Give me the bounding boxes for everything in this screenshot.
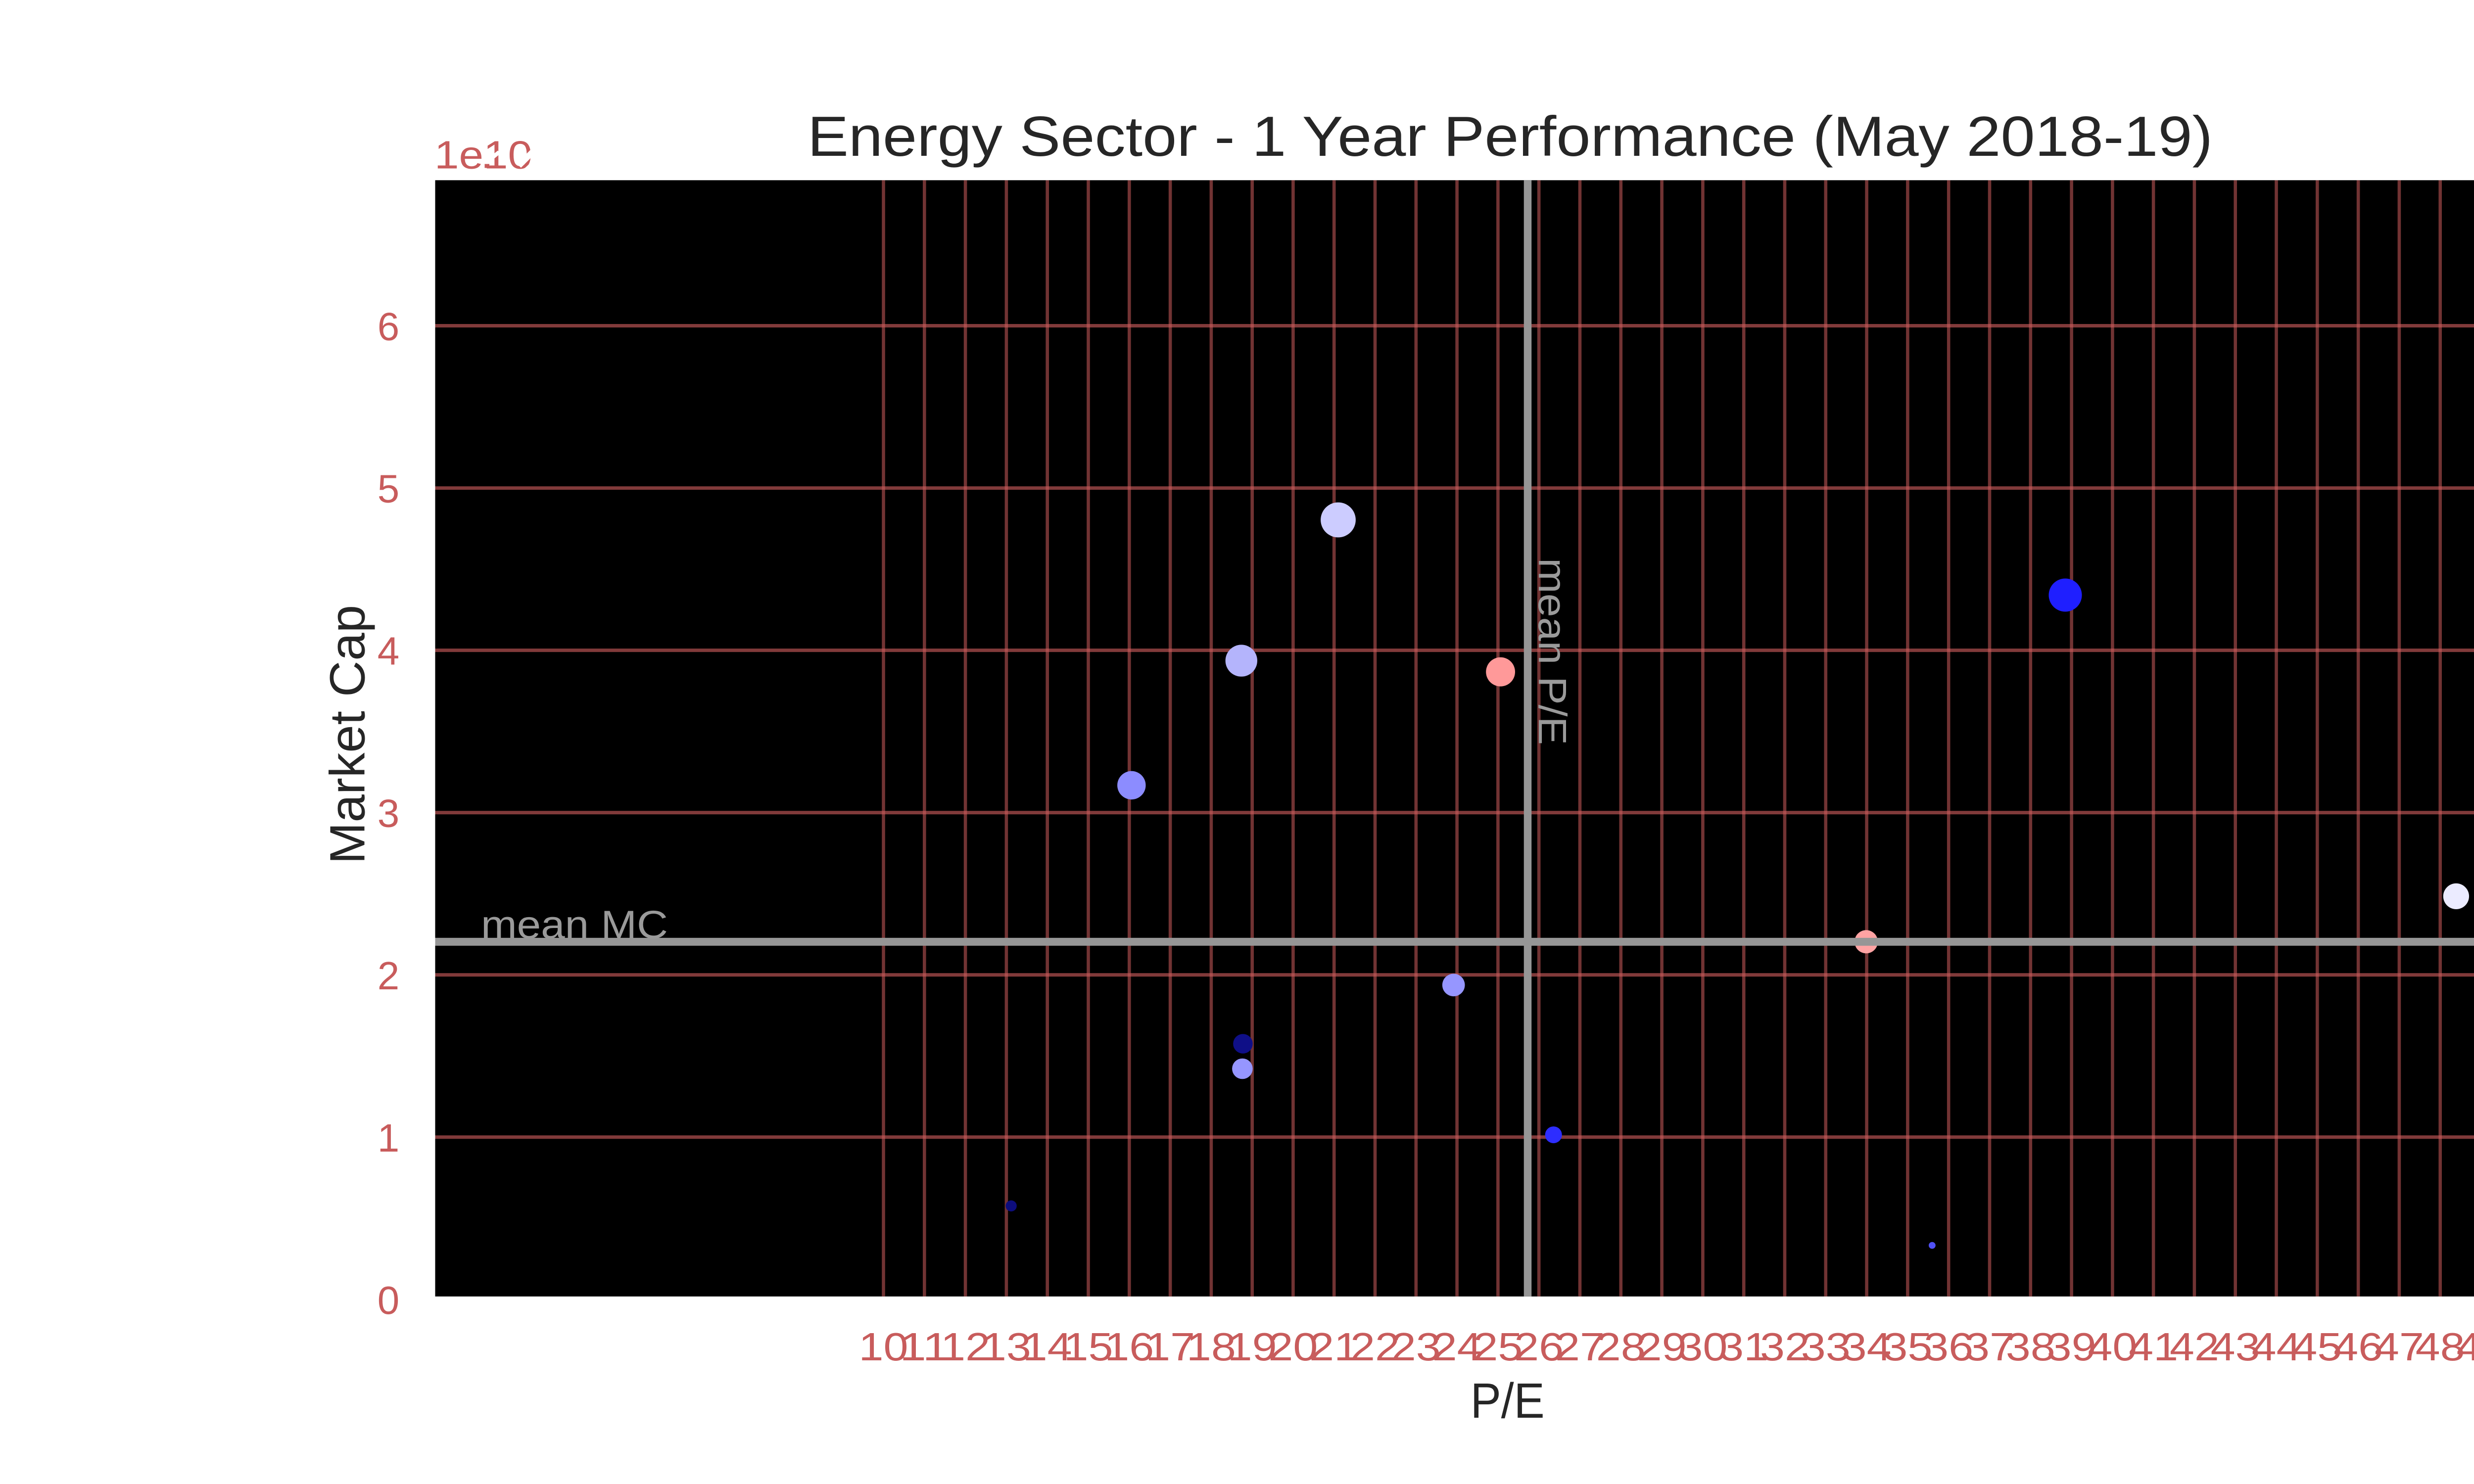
svg-text:31: 31 [1719,1325,1768,1369]
svg-text:6: 6 [378,305,400,349]
svg-text:mean P/E: mean P/E [1530,558,1574,745]
svg-text:25: 25 [1473,1325,1522,1369]
svg-text:26: 26 [1514,1325,1564,1369]
svg-text:10: 10 [859,1325,908,1369]
svg-text:12: 12 [941,1325,990,1369]
svg-text:3: 3 [378,791,400,835]
svg-text:46: 46 [2333,1325,2383,1369]
svg-text:1e10: 1e10 [434,133,532,177]
svg-text:27: 27 [1555,1325,1605,1369]
svg-text:40: 40 [2088,1325,2137,1369]
svg-text:14: 14 [1023,1325,1072,1369]
svg-text:39: 39 [2047,1325,2096,1369]
svg-text:32: 32 [1760,1325,1809,1369]
svg-text:20: 20 [1268,1325,1318,1369]
svg-text:4: 4 [378,629,400,673]
svg-text:18: 18 [1187,1325,1236,1369]
svg-text:48: 48 [2416,1325,2465,1369]
svg-text:11: 11 [900,1325,949,1369]
svg-text:41: 41 [2129,1325,2178,1369]
svg-text:19: 19 [1228,1325,1277,1369]
svg-text:43: 43 [2211,1325,2260,1369]
svg-text:2: 2 [378,954,400,998]
svg-text:42: 42 [2170,1325,2219,1369]
svg-text:5: 5 [378,467,400,511]
svg-text:34: 34 [1842,1325,1892,1369]
svg-text:24: 24 [1432,1325,1482,1369]
svg-text:Market Cap: Market Cap [320,605,376,864]
svg-text:23: 23 [1391,1325,1441,1369]
svg-text:28: 28 [1596,1325,1646,1369]
svg-text:16: 16 [1104,1325,1154,1369]
svg-text:45: 45 [2292,1325,2342,1369]
svg-text:29: 29 [1637,1325,1687,1369]
svg-text:44: 44 [2252,1325,2301,1369]
svg-text:mean MC: mean MC [481,903,668,947]
svg-text:49: 49 [2457,1325,2474,1369]
svg-text:13: 13 [982,1325,1031,1369]
svg-text:38: 38 [2006,1325,2055,1369]
svg-text:36: 36 [1924,1325,1973,1369]
svg-text:35: 35 [1883,1325,1932,1369]
svg-text:1: 1 [378,1116,400,1160]
svg-text:0: 0 [378,1278,400,1322]
svg-text:47: 47 [2375,1325,2424,1369]
svg-text:22: 22 [1350,1325,1400,1369]
svg-text:37: 37 [1965,1325,2014,1369]
svg-text:17: 17 [1145,1325,1195,1369]
svg-text:33: 33 [1801,1325,1851,1369]
svg-text:30: 30 [1678,1325,1727,1369]
svg-text:21: 21 [1309,1325,1359,1369]
svg-text:P/E: P/E [1471,1373,1545,1429]
svg-text:Energy Sector - 1 Year Perform: Energy Sector - 1 Year Performance (May … [808,105,2213,168]
svg-text:15: 15 [1064,1325,1113,1369]
